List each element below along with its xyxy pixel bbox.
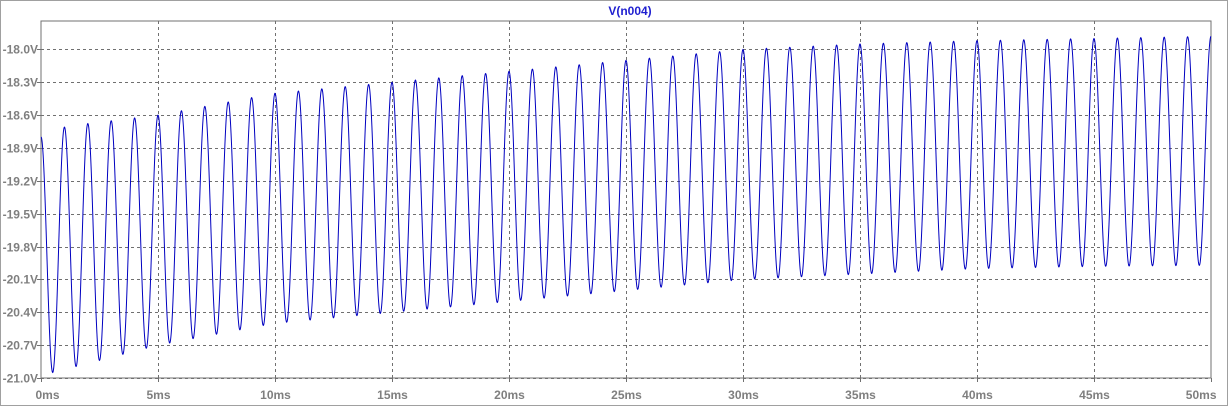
y-tick-label: -19.8V — [3, 241, 38, 255]
series-line-v-n004[interactable] — [40, 35, 1212, 374]
x-tick-label: 45ms — [1079, 388, 1110, 402]
x-tick-label: 10ms — [260, 388, 291, 402]
x-tick-label: 35ms — [845, 388, 876, 402]
y-tick-label: -20.1V — [3, 273, 38, 287]
x-tick-label: 20ms — [494, 388, 525, 402]
x-tick-label: 25ms — [611, 388, 642, 402]
y-tick-label: -18.0V — [3, 43, 38, 57]
x-tick-label: 30ms — [728, 388, 759, 402]
x-tick-label: 5ms — [146, 388, 170, 402]
x-tick-label: 40ms — [962, 388, 993, 402]
y-tick-label: -20.7V — [3, 339, 38, 353]
y-tick-label: -20.4V — [3, 306, 38, 320]
y-tick-label: -21.0V — [3, 372, 38, 386]
y-tick-label: -19.5V — [3, 208, 38, 222]
y-tick-label: -18.3V — [3, 76, 38, 90]
y-tick-label: -18.6V — [3, 109, 38, 123]
trace-layer — [40, 35, 1212, 374]
chart-title[interactable]: V(n004) — [608, 4, 651, 18]
y-tick-label: -18.9V — [3, 142, 38, 156]
plot-area-border — [40, 20, 1212, 379]
x-tick-label: 15ms — [377, 388, 408, 402]
x-tick-label: 0ms — [36, 388, 60, 402]
y-axis-tick-labels: -18.0V -18.3V -18.6V -18.9V -19.2V -19.5V -19.… — [3, 43, 38, 386]
x-tick-label: 50ms — [1186, 388, 1217, 402]
y-tick-label: -19.2V — [3, 175, 38, 189]
x-axis-tick-labels: 0ms 5ms 10ms 15ms 20ms 25ms 30ms 35ms 40ms 45ms 50… — [36, 388, 1217, 402]
